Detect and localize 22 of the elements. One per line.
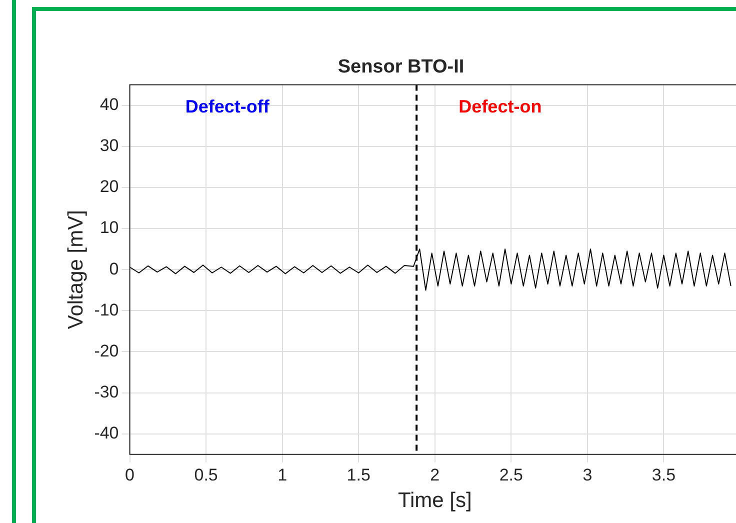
x-tick-label: 3.5 bbox=[652, 465, 676, 484]
x-tick-label: 1 bbox=[278, 465, 288, 484]
y-tick-label: 30 bbox=[100, 136, 119, 156]
y-tick-label: 10 bbox=[100, 218, 119, 238]
chart-title: Sensor BTO-II bbox=[338, 56, 464, 78]
y-tick-label: 0 bbox=[109, 259, 119, 278]
annotation: Defect-off bbox=[185, 96, 270, 117]
x-tick-label: 1.5 bbox=[346, 465, 370, 484]
x-tick-label: 2.5 bbox=[499, 465, 523, 484]
x-tick-label: 0 bbox=[125, 465, 135, 484]
x-tick-label: 2 bbox=[430, 465, 440, 484]
y-tick-label: -30 bbox=[94, 382, 119, 402]
y-tick-label: 20 bbox=[100, 177, 119, 196]
x-tick-label: 0.5 bbox=[194, 465, 218, 484]
y-tick-label: 40 bbox=[100, 95, 119, 114]
y-tick-label: -20 bbox=[94, 341, 119, 360]
y-tick-label: -10 bbox=[94, 300, 119, 320]
x-tick-label: 3 bbox=[582, 465, 592, 484]
annotation: Defect-on bbox=[458, 96, 542, 117]
x-axis-title: Time [s] bbox=[398, 489, 472, 512]
y-axis-title: Voltage [mV] bbox=[64, 210, 88, 330]
y-tick-label: -40 bbox=[94, 424, 119, 443]
